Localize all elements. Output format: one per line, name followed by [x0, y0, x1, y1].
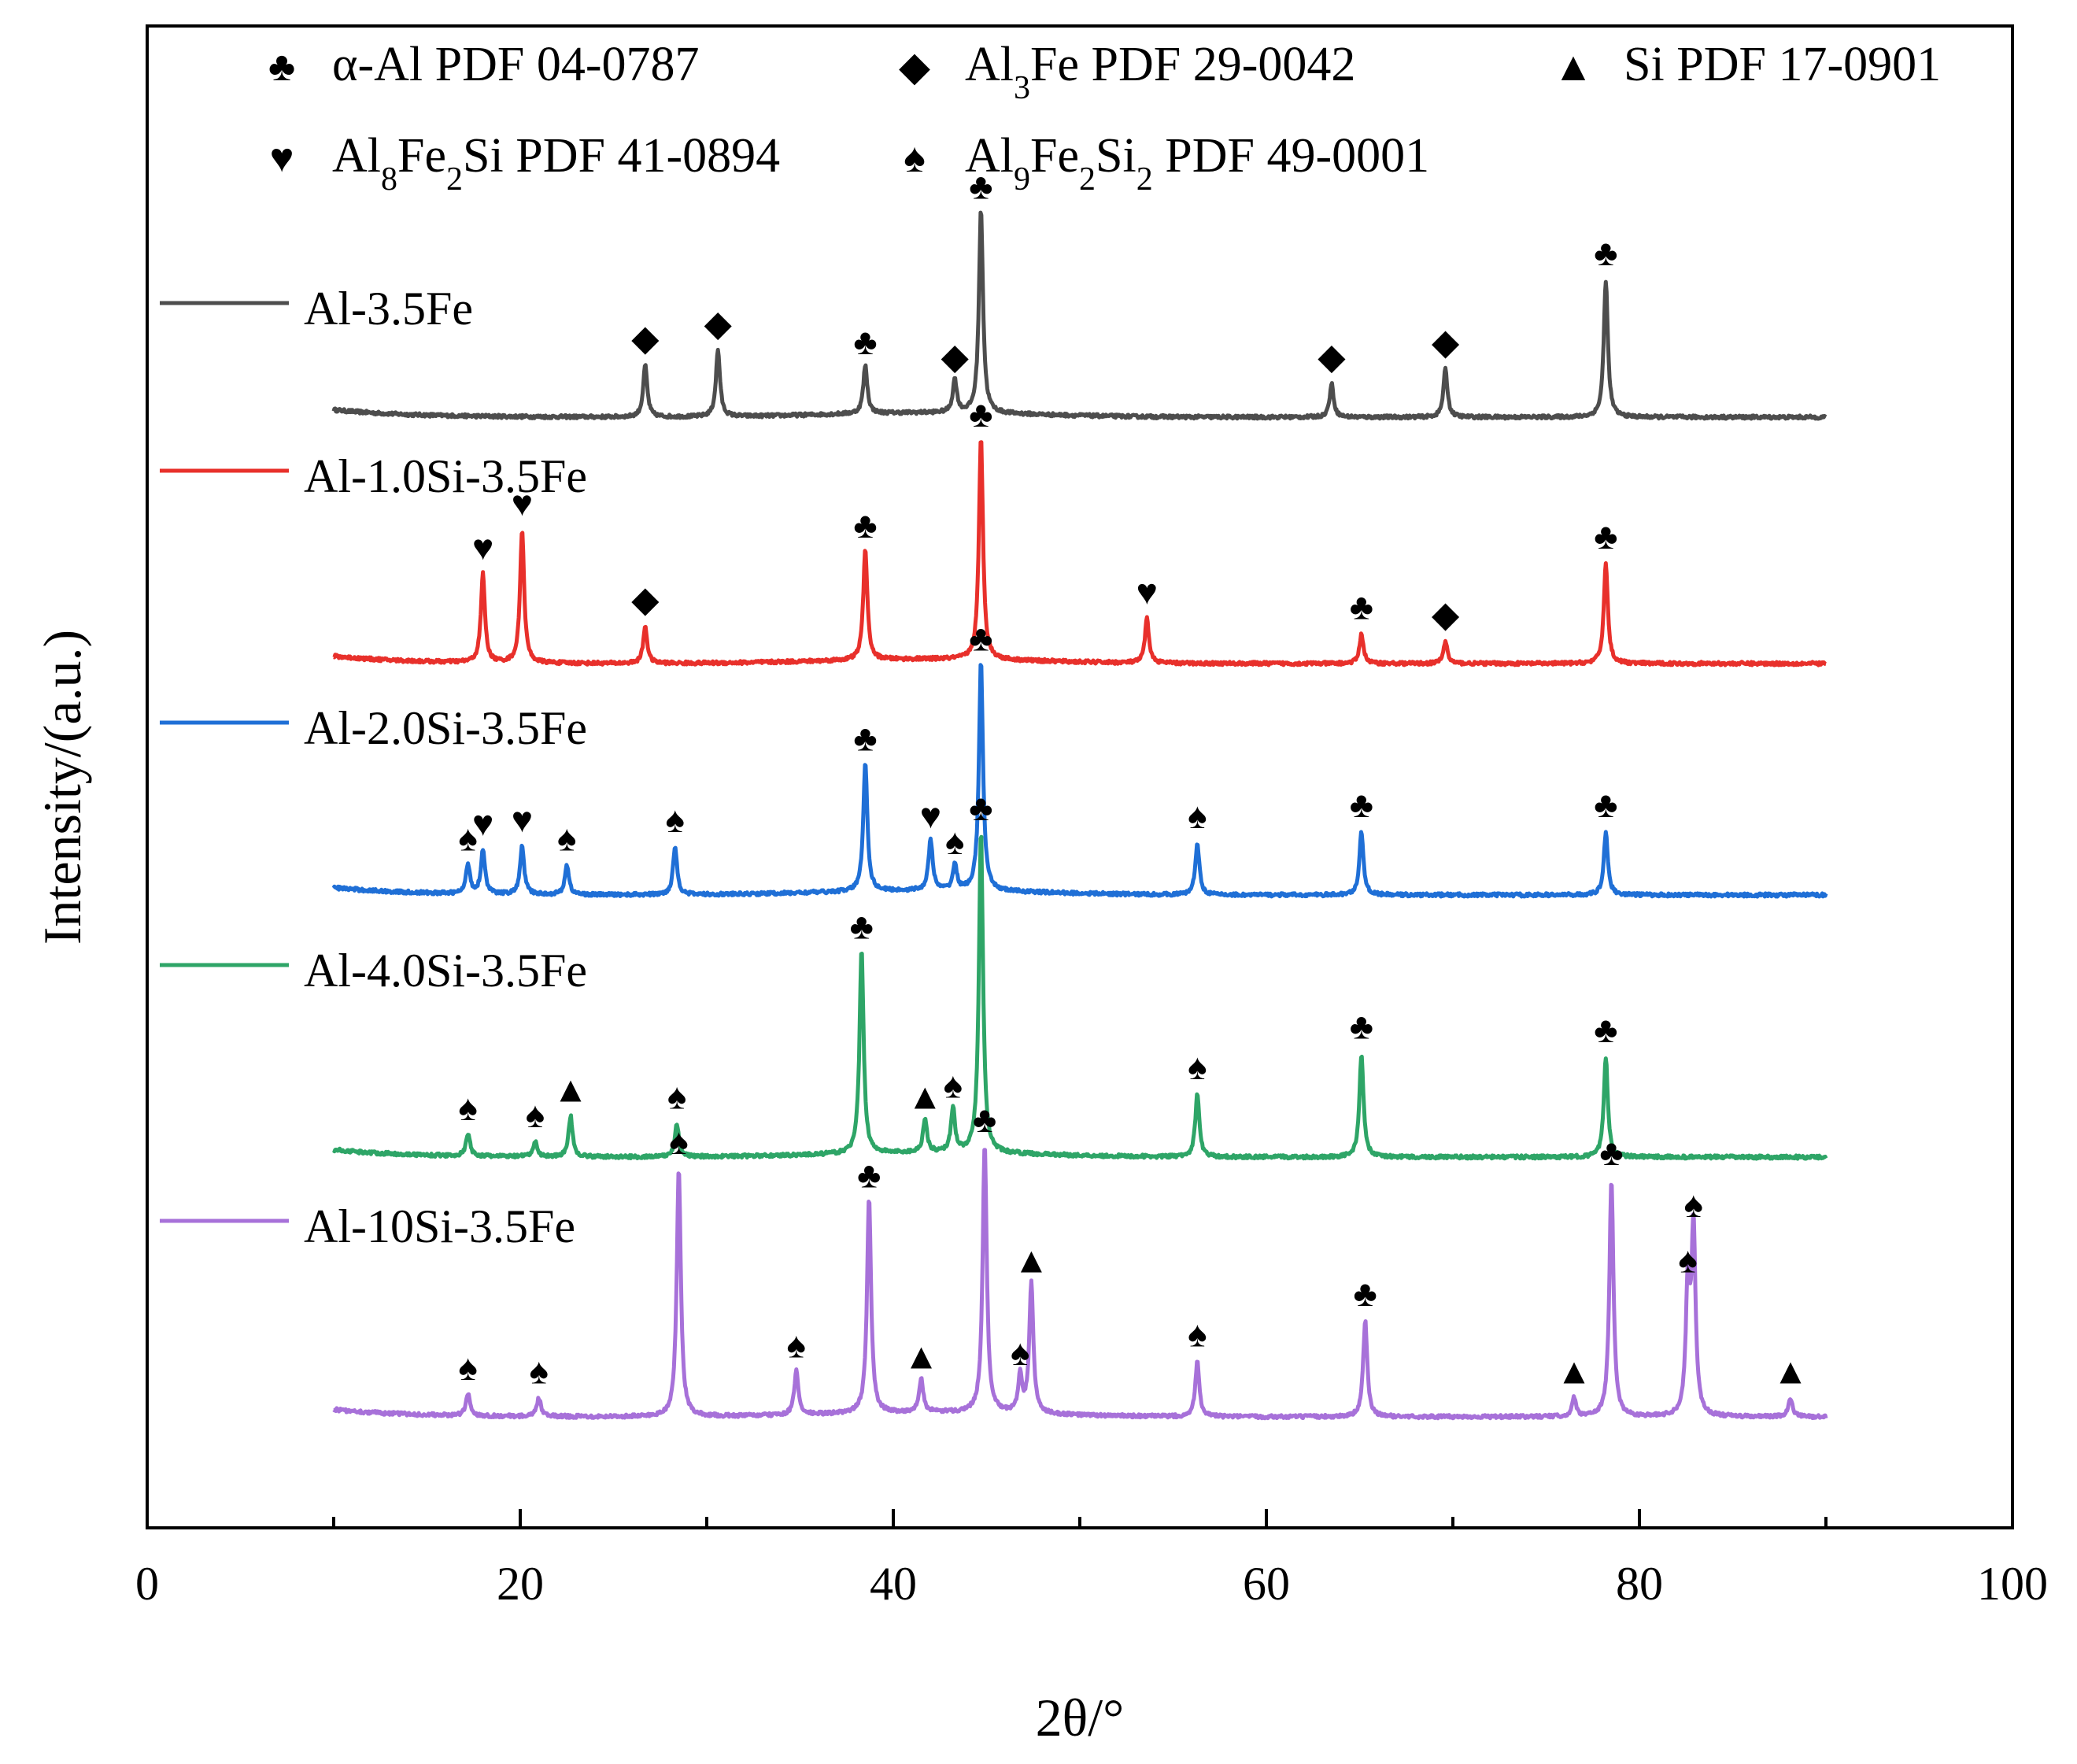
x-axis: 0 20 40 60 80 100	[135, 1509, 2048, 1610]
peak-marker-spade-icon: ♠	[1678, 1240, 1697, 1280]
x-tick-label: 80	[1616, 1558, 1663, 1610]
peak-marker-triangle-icon: ▲	[1556, 1351, 1592, 1391]
legend-entry-diamond: ◆ Al3Fe PDF 29-0042	[899, 38, 1355, 106]
peak-marker-club-icon: ♣	[1594, 785, 1617, 825]
peak-marker-spade-icon: ♠	[1188, 796, 1207, 836]
legend-label: Al3Fe PDF 29-0042	[965, 38, 1355, 106]
peak-marker-club-icon: ♣	[969, 394, 992, 435]
peak-marker-club-icon: ♣	[1599, 1133, 1623, 1173]
peak-marker-spade-icon: ♠	[526, 1095, 545, 1135]
peak-marker-club-icon: ♣	[969, 619, 992, 659]
peak-marker-triangle-icon: ▲	[904, 1337, 940, 1377]
peak-marker-spade-icon: ♠	[945, 822, 964, 862]
series-Al-2.0Si-3.5Fe: Al-2.0Si-3.5Fe♠♥ ♥ ♠ ♠♣♥♠♣♠ ♣ ♣	[160, 619, 1828, 899]
legend-entry-heart: ♥ Al8Fe2Si PDF 41-0894	[270, 129, 781, 198]
peak-marker-diamond-icon: ◆	[1318, 337, 1346, 377]
series-legend-label: Al-2.0Si-3.5Fe	[304, 702, 587, 754]
xrd-pattern-line	[331, 663, 1828, 899]
xrd-pattern-line	[331, 834, 1828, 1161]
peak-marker-triangle-icon: ▲	[1014, 1240, 1050, 1280]
legend-label: Al9Fe2Si2 PDF 49-0001	[965, 129, 1429, 198]
peak-marker-diamond-icon: ◆	[631, 579, 660, 619]
peak-marker-spade-icon: ♠	[557, 818, 576, 858]
peak-marker-triangle-icon: ▲	[1772, 1351, 1809, 1391]
peak-marker-triangle-icon: ▲	[553, 1069, 589, 1109]
peak-marker-spade-icon: ♠	[529, 1351, 548, 1391]
peak-marker-diamond-icon: ◆	[704, 303, 733, 343]
peak-marker-spade-icon: ♠	[669, 1122, 688, 1162]
y-axis-label: Intensity/(a.u.)	[32, 630, 92, 945]
peak-marker-club-icon: ♣	[850, 906, 874, 946]
series-legend-label: Al-1.0Si-3.5Fe	[304, 450, 587, 502]
club-icon: ♣	[268, 45, 295, 90]
peak-marker-club-icon: ♣	[853, 505, 877, 545]
x-tick-label: 60	[1243, 1558, 1290, 1610]
peak-marker-spade-icon: ♠	[1188, 1314, 1207, 1354]
peak-marker-spade-icon: ♠	[1684, 1185, 1703, 1225]
series-Al-3.5Fe: Al-3.5Fe ◆ ◆ ♣ ◆ ♣ ◆ ◆ ♣	[160, 166, 1828, 421]
peak-marker-club-icon: ♣	[969, 166, 992, 206]
peak-marker-club-icon: ♣	[1354, 1274, 1377, 1314]
series-Al-1.0Si-3.5Fe: Al-1.0Si-3.5Fe♥♥◆♣♣♥ ♣ ◆♣	[160, 394, 1828, 668]
spade-icon: ♠	[904, 136, 926, 181]
peak-marker-spade-icon: ♠	[667, 1077, 686, 1117]
peak-marker-club-icon: ♣	[969, 788, 992, 828]
series-group: Al-3.5Fe◆ ◆ ♣ ◆♣◆ ◆♣Al-1.0Si-3.5Fe♥♥◆♣♣♥ ♣ ◆♣A…	[160, 166, 1828, 1421]
peak-marker-diamond-icon: ◆	[631, 318, 660, 358]
x-tick-label: 0	[135, 1558, 159, 1610]
series-legend-label: Al-4.0Si-3.5Fe	[304, 945, 587, 997]
peak-marker-diamond-icon: ◆	[1432, 594, 1460, 634]
peak-marker-club-icon: ♣	[1594, 1010, 1617, 1050]
series-legend-label: Al-10Si-3.5Fe	[304, 1200, 575, 1252]
legend-label: Al8Fe2Si PDF 41-0894	[332, 129, 780, 198]
peak-marker-diamond-icon: ◆	[941, 337, 970, 377]
peak-marker-heart-icon: ♥	[472, 527, 493, 568]
series-legend-label: Al-3.5Fe	[304, 283, 473, 335]
legend-entry-club: ♣ α-Al PDF 04-0787	[268, 38, 700, 91]
peak-marker-spade-icon: ♠	[787, 1326, 806, 1366]
heart-icon: ♥	[270, 136, 294, 181]
x-tick-label: 40	[870, 1558, 917, 1610]
peak-marker-club-icon: ♣	[973, 1100, 996, 1140]
legend-entry-spade: ♠ Al9Fe2Si2 PDF 49-0001	[904, 129, 1429, 198]
peak-marker-triangle-icon: ▲	[907, 1077, 944, 1117]
peak-marker-club-icon: ♣	[1594, 516, 1617, 557]
x-tick-label: 20	[497, 1558, 544, 1610]
xrd-pattern-line	[332, 1148, 1828, 1421]
peak-marker-heart-icon: ♥	[1136, 572, 1158, 612]
peak-marker-heart-icon: ♥	[512, 483, 533, 523]
peak-marker-club-icon: ♣	[1350, 1006, 1373, 1046]
legend-label: Si PDF 17-0901	[1624, 38, 1941, 91]
peak-marker-spade-icon: ♠	[458, 818, 477, 858]
xrd-pattern-line	[332, 440, 1828, 668]
peak-marker-heart-icon: ♥	[472, 804, 493, 844]
peak-marker-spade-icon: ♠	[1188, 1047, 1207, 1087]
peak-marker-spade-icon: ♠	[458, 1348, 477, 1388]
peak-marker-heart-icon: ♥	[920, 796, 941, 836]
peak-marker-club-icon: ♣	[857, 1155, 881, 1195]
plot-frame	[146, 24, 2014, 1529]
peak-marker-spade-icon: ♠	[944, 1066, 963, 1106]
peak-marker-club-icon: ♣	[1350, 586, 1373, 627]
xrd-pattern-line	[331, 210, 1828, 421]
series-Al-10Si-3.5Fe: Al-10Si-3.5Fe ♠ ♠ ♠ ♠ ♣ ▲ ♣ ♠ ▲ ♠ ♣ ▲ ♣ ♠ ♠ ▲	[160, 1100, 1828, 1421]
peak-marker-spade-icon: ♠	[458, 1088, 477, 1128]
peak-marker-club-icon: ♣	[1350, 785, 1373, 825]
series-Al-4.0Si-3.5Fe: Al-4.0Si-3.5Fe♠ ♠▲ ♠♣▲ ♠♣♠♣ ♣	[160, 788, 1828, 1161]
peak-marker-spade-icon: ♠	[665, 800, 684, 840]
diamond-icon: ◆	[899, 45, 930, 90]
legend-entry-triangle: ▲ Si PDF 17-0901	[1553, 38, 1941, 91]
peak-marker-spade-icon: ♠	[1011, 1333, 1029, 1373]
legend-label: α-Al PDF 04-0787	[332, 38, 700, 91]
peak-marker-club-icon: ♣	[853, 718, 877, 758]
triangle-icon: ▲	[1553, 45, 1593, 90]
peak-marker-diamond-icon: ◆	[1432, 322, 1460, 362]
peak-marker-club-icon: ♣	[1594, 233, 1617, 273]
phase-legend: ♣ α-Al PDF 04-0787 ◆ Al3Fe PDF 29-0042 ▲ Si P…	[268, 38, 1941, 198]
x-axis-label: 2θ/°	[1036, 1688, 1125, 1747]
x-tick-label: 100	[1977, 1558, 2048, 1610]
peak-marker-club-icon: ♣	[853, 322, 877, 362]
peak-marker-heart-icon: ♥	[512, 800, 533, 840]
